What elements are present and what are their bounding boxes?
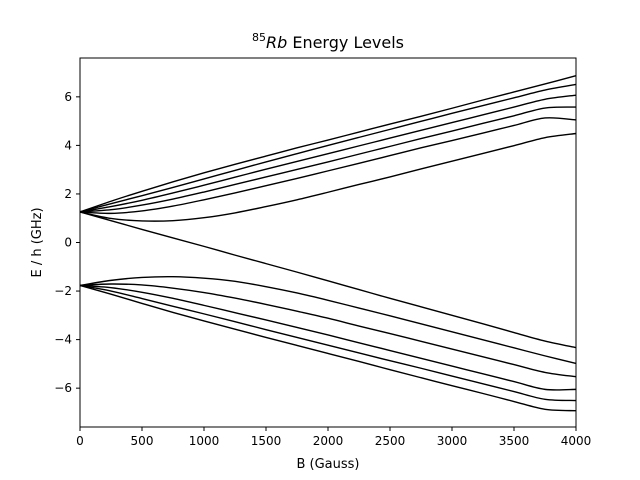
y-axis-label: E / h (GHz) [30,207,45,277]
y-tick-label: −4 [54,333,72,347]
series-lines [79,75,577,412]
plot-frame [79,57,577,428]
energy-level-line-5 [79,117,577,215]
energy-level-line-4 [79,106,577,213]
energy-level-line-12 [79,284,577,412]
chart-title-element: Rb [266,33,287,52]
y-tick-label: 6 [64,90,72,104]
x-tick-label: 1000 [189,434,220,448]
x-tick-label: 2000 [313,434,344,448]
energy-level-line-3 [79,94,577,213]
chart-title: 85Rb Energy Levels [252,31,404,52]
energy-level-line-2 [79,83,577,213]
x-tick-label: 0 [76,434,84,448]
y-axis-ticks: −6 −4 −2 0 2 4 6 [54,90,80,395]
energy-level-line-6 [79,132,577,222]
y-tick-label: 0 [64,236,72,250]
x-tick-label: 500 [131,434,154,448]
x-tick-label: 2500 [375,434,406,448]
y-tick-label: −6 [54,381,72,395]
energy-level-line-9 [79,283,577,378]
energy-level-line-11 [79,284,577,402]
x-axis-label: B (Gauss) [296,457,359,472]
y-tick-label: 4 [64,138,72,152]
energy-level-line-1 [79,75,577,213]
energy-level-line-8 [79,276,577,365]
chart-title-superscript: 85 [252,31,266,44]
x-tick-label: 3500 [499,434,530,448]
x-tick-label: 4000 [561,434,592,448]
energy-level-line-10 [79,284,577,391]
y-tick-label: −2 [54,284,72,298]
chart-title-rest: Energy Levels [287,33,404,52]
energy-level-line-7 [79,211,577,349]
x-tick-label: 1500 [251,434,282,448]
y-tick-label: 2 [64,187,72,201]
x-axis-ticks: 0 500 1000 1500 2000 2500 3000 3500 4000 [76,427,591,448]
x-tick-label: 3000 [437,434,468,448]
